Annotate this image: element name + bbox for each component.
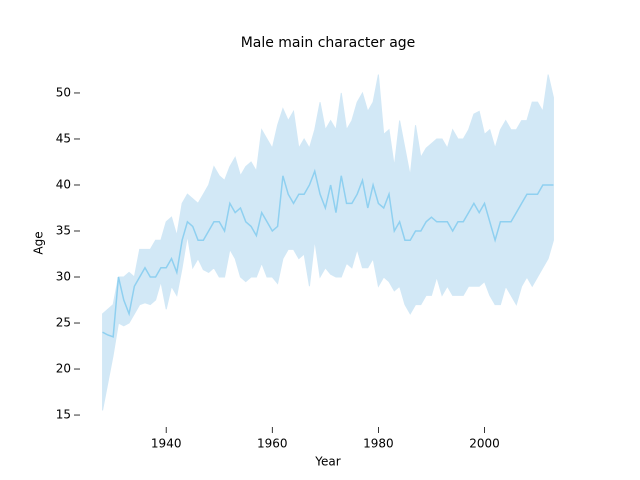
y-tick-label: 35 — [56, 223, 71, 237]
x-tick-label: 1980 — [363, 437, 394, 451]
y-tick-label: 20 — [56, 362, 71, 376]
y-tick-label: 30 — [56, 270, 71, 284]
y-axis-label: Age — [32, 231, 46, 254]
y-tick-label: 45 — [56, 131, 71, 145]
y-tick-label: 50 — [56, 85, 71, 99]
x-tick-label: 1940 — [151, 437, 182, 451]
y-tick-label: 40 — [56, 177, 71, 191]
mean-line — [102, 168, 554, 338]
confidence-band — [102, 74, 554, 411]
x-axis-label: Year — [314, 455, 340, 469]
x-tick-label: 2000 — [469, 437, 500, 451]
y-tick-label: 25 — [56, 316, 71, 330]
x-tick-label: 1960 — [257, 437, 288, 451]
chart-title: Male main character age — [241, 35, 416, 51]
y-tick-label: 15 — [56, 408, 71, 422]
